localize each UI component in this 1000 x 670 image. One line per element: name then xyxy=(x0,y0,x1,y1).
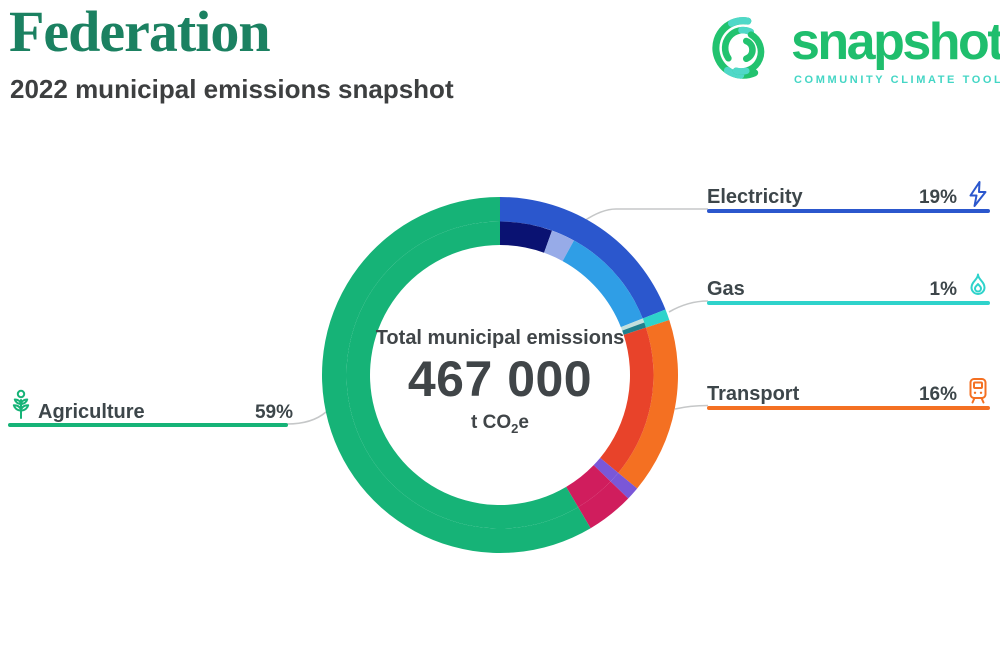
sector-name: Agriculture xyxy=(38,401,145,423)
donut-segment-electricity-sub-2 xyxy=(544,230,574,262)
plant-icon xyxy=(12,389,30,419)
donut-segment-gas-sub-2 xyxy=(622,322,646,335)
sector-label-transport: Transport 16% xyxy=(707,378,990,410)
flame-icon xyxy=(970,273,986,295)
donut-segment-gas-sub-1 xyxy=(620,318,645,331)
logo-wordmark: snapshot xyxy=(791,13,1000,71)
sector-underline xyxy=(8,423,288,427)
donut-segment-other-b xyxy=(578,481,629,529)
donut-segment-agriculture xyxy=(346,221,579,529)
sector-underline xyxy=(707,406,990,410)
donut-segment-gas xyxy=(642,309,670,328)
leader-line xyxy=(286,411,327,425)
donut-segment-electricity-sub-3 xyxy=(562,240,643,328)
report-subtitle: 2022 municipal emissions snapshot xyxy=(10,74,454,104)
leader-line xyxy=(668,300,709,313)
sector-percent: 59% xyxy=(254,402,293,423)
donut-segment-agriculture xyxy=(321,197,591,553)
donut-segment-transport-sub-1 xyxy=(600,327,654,473)
donut-segment-electricity xyxy=(500,196,666,319)
sector-name: Gas xyxy=(707,278,745,300)
donut-segment-other-a xyxy=(593,457,619,482)
donut-segment-other-a xyxy=(610,472,638,499)
sector-name: Electricity xyxy=(707,186,803,208)
total-emissions-unit: t CO2e xyxy=(471,412,529,436)
municipality-title: Federation xyxy=(9,0,271,64)
snapshot-logo-mark-icon xyxy=(712,17,765,79)
sector-percent: 19% xyxy=(918,187,957,208)
logo-tagline: COMMUNITY CLIMATE TOOL xyxy=(794,74,1000,86)
total-emissions-value: 467 000 xyxy=(407,351,593,407)
leader-line xyxy=(583,208,708,222)
sector-label-agriculture: Agriculture 59% xyxy=(8,389,293,427)
donut-center-text: Total municipal emissions 467 000 t CO2e xyxy=(350,327,650,436)
lightning-icon xyxy=(969,181,987,207)
leader-line xyxy=(674,404,709,410)
sector-label-electricity: Electricity 19% xyxy=(707,181,990,213)
sector-name: Transport xyxy=(707,383,800,405)
donut-segment-other-b xyxy=(566,465,611,508)
sector-percent: 1% xyxy=(929,279,957,300)
sector-label-gas: Gas 1% xyxy=(707,273,990,305)
total-emissions-label: Total municipal emissions xyxy=(375,327,625,349)
donut-segment-transport xyxy=(618,319,679,489)
sector-underline xyxy=(707,301,990,305)
train-icon xyxy=(969,378,987,404)
sector-percent: 16% xyxy=(918,384,957,405)
sector-underline xyxy=(707,209,990,213)
donut-segment-electricity-sub-1 xyxy=(500,221,552,253)
